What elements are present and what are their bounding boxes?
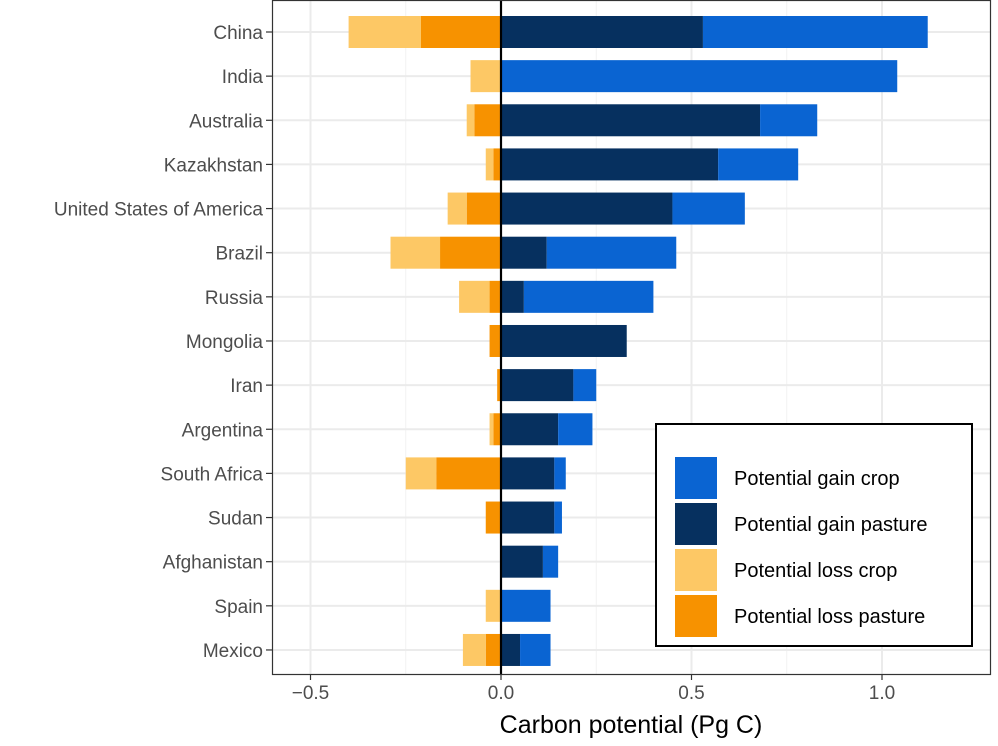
bar-potential-gain-pasture-sudan xyxy=(501,501,555,534)
bar-potential-gain-pasture-australia xyxy=(501,104,761,137)
bar-potential-loss-crop-australia xyxy=(466,104,475,137)
legend-label: Potential gain pasture xyxy=(734,514,927,536)
legend-key-potential-loss-crop xyxy=(675,549,717,591)
bar-potential-loss-crop-brazil xyxy=(390,236,441,269)
bar-potential-loss-pasture-argentina xyxy=(493,413,501,446)
bar-potential-loss-pasture-russia xyxy=(489,280,501,313)
bar-potential-gain-crop-kazakhstan xyxy=(718,148,799,181)
bar-potential-gain-pasture-mongolia xyxy=(501,324,627,357)
y-tick-label: Mexico xyxy=(203,641,263,662)
y-tick-label: India xyxy=(222,67,264,88)
legend-label: Potential loss pasture xyxy=(734,606,925,628)
bar-potential-loss-crop-spain xyxy=(485,589,501,622)
y-tick-label: Russia xyxy=(205,288,264,309)
bar-potential-loss-pasture-brazil xyxy=(440,236,501,269)
bar-potential-gain-pasture-united-states-of-america xyxy=(501,192,673,225)
y-tick-label: Brazil xyxy=(215,244,263,265)
y-tick-label: Afghanistan xyxy=(163,553,263,574)
bar-potential-loss-pasture-mongolia xyxy=(489,324,501,357)
bar-potential-gain-pasture-kazakhstan xyxy=(501,148,719,181)
bar-potential-gain-pasture-iran xyxy=(501,369,574,402)
bar-potential-loss-crop-argentina xyxy=(489,413,494,446)
legend-key-potential-gain-crop xyxy=(675,457,717,499)
y-tick-label: Argentina xyxy=(182,420,264,441)
x-tick-label: 0.0 xyxy=(488,683,514,704)
bar-potential-loss-pasture-china xyxy=(420,16,501,48)
y-tick-label: United States of America xyxy=(54,200,264,221)
x-tick-label: 0.5 xyxy=(678,683,704,704)
y-tick-label: South Africa xyxy=(161,464,264,485)
bar-potential-loss-pasture-south-africa xyxy=(436,457,501,490)
bar-potential-gain-pasture-china xyxy=(501,16,703,48)
bar-potential-gain-crop-united-states-of-america xyxy=(672,192,745,225)
bar-potential-gain-crop-afghanistan xyxy=(542,545,559,578)
bar-potential-gain-crop-russia xyxy=(523,280,654,313)
bar-potential-loss-crop-kazakhstan xyxy=(485,148,494,181)
bar-potential-loss-crop-united-states-of-america xyxy=(447,192,467,225)
bar-potential-gain-crop-sudan xyxy=(554,501,562,534)
bar-potential-loss-crop-south-africa xyxy=(405,457,437,490)
bar-potential-gain-crop-china xyxy=(702,16,928,48)
bar-potential-gain-crop-brazil xyxy=(546,236,677,269)
bar-potential-loss-pasture-united-states-of-america xyxy=(466,192,501,225)
bar-potential-loss-crop-mexico xyxy=(462,633,486,666)
legend-key-potential-gain-pasture xyxy=(675,503,717,545)
legend-label: Potential loss crop xyxy=(734,560,897,582)
bars xyxy=(348,16,928,666)
bar-potential-gain-crop-spain xyxy=(501,589,551,622)
x-axis: −0.5 0.0 0.5 1.0 xyxy=(292,674,895,704)
y-axis: China India Australia Kazakhstan United Stat… xyxy=(54,23,272,662)
bar-potential-gain-crop-iran xyxy=(573,369,597,402)
y-tick-label: Australia xyxy=(189,111,263,132)
bar-potential-gain-crop-australia xyxy=(760,104,818,137)
bar-potential-gain-pasture-russia xyxy=(501,280,524,313)
bar-potential-gain-pasture-argentina xyxy=(501,413,559,446)
bar-potential-gain-crop-india xyxy=(501,60,898,93)
x-tick-label: −0.5 xyxy=(292,683,330,704)
bar-potential-gain-pasture-south-africa xyxy=(501,457,555,490)
plot-panel-border xyxy=(271,0,992,676)
x-tick-label: 1.0 xyxy=(869,683,895,704)
bar-potential-gain-crop-argentina xyxy=(558,413,593,446)
bar-potential-gain-crop-south-africa xyxy=(554,457,566,490)
legend-label: Potential gain crop xyxy=(734,468,900,490)
y-tick-label: China xyxy=(213,23,263,44)
bar-potential-loss-crop-china xyxy=(348,16,421,48)
bar-potential-gain-pasture-afghanistan xyxy=(501,545,543,578)
y-tick-label: Spain xyxy=(214,597,263,618)
bar-potential-gain-pasture-brazil xyxy=(501,236,547,269)
y-tick-label: Mongolia xyxy=(186,332,264,353)
bar-potential-loss-pasture-iran xyxy=(497,369,501,402)
y-tick-label: Iran xyxy=(230,376,263,397)
bar-potential-gain-pasture-mexico xyxy=(501,633,521,666)
bar-potential-loss-pasture-sudan xyxy=(485,501,501,534)
bar-potential-loss-pasture-mexico xyxy=(485,633,501,666)
legend-key-potential-loss-pasture xyxy=(675,595,717,637)
y-tick-label: Sudan xyxy=(208,509,263,530)
legend: Potential gain crop Potential gain pastur… xyxy=(655,423,973,647)
bar-potential-loss-pasture-kazakhstan xyxy=(493,148,501,181)
y-tick-label: Kazakhstan xyxy=(164,155,263,176)
bar-potential-loss-pasture-australia xyxy=(474,104,501,137)
x-axis-title: Carbon potential (Pg C) xyxy=(500,711,763,739)
bar-potential-gain-crop-mexico xyxy=(520,633,551,666)
bar-potential-loss-crop-india xyxy=(470,60,501,93)
bar-potential-loss-crop-russia xyxy=(459,280,490,313)
